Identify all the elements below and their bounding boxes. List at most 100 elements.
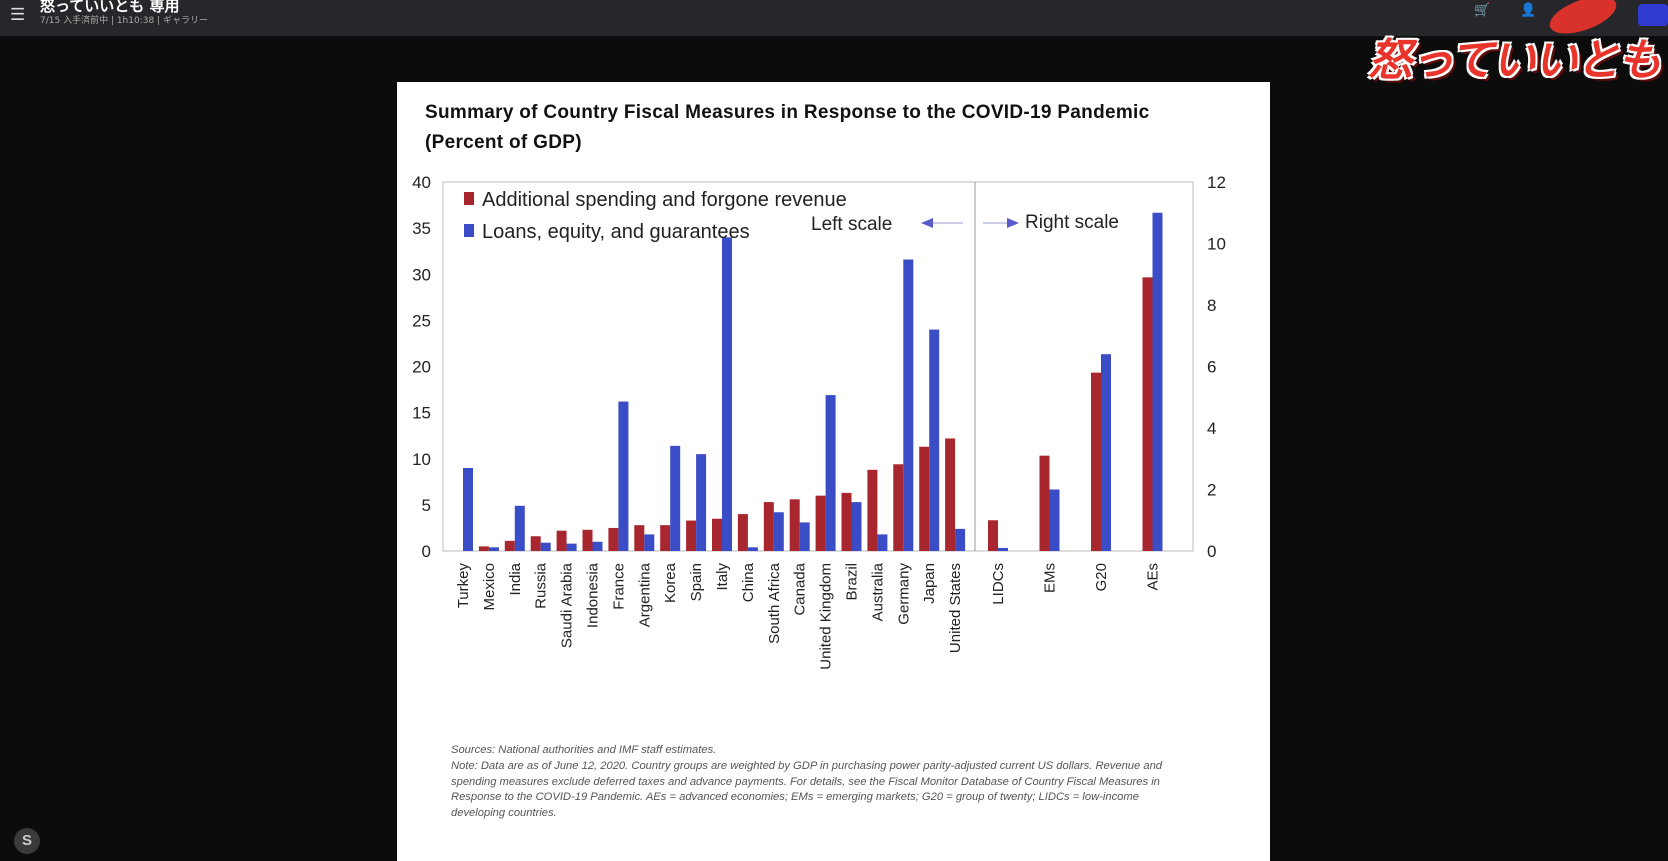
- country-bar-loans: [722, 237, 732, 551]
- user-icon[interactable]: 👤: [1520, 2, 1537, 17]
- top-bar: ☰ 怒っていいとも 専用 7/15 入手済前中 | 1h10:38 | ギャラリ…: [0, 0, 1668, 36]
- country-bar-loans: [903, 259, 914, 551]
- country-bar-loans: [851, 502, 862, 551]
- left-axis-tick-label: 35: [412, 219, 431, 238]
- country-bar-loans: [488, 547, 499, 551]
- left-axis-tick-label: 25: [412, 311, 431, 330]
- country-category-label: Russia: [533, 562, 550, 609]
- left-axis-tick-label: 30: [412, 265, 431, 284]
- group-bar-spending: [1142, 277, 1153, 551]
- country-bar-loans: [540, 542, 551, 551]
- country-bar-loans: [773, 512, 784, 551]
- country-bar-loans: [929, 329, 940, 551]
- country-bar-spending: [841, 492, 852, 551]
- right-axis-tick-label: 4: [1207, 419, 1216, 438]
- legend-label: Additional spending and forgone revenue: [482, 189, 847, 211]
- right-axis-tick-label: 12: [1207, 173, 1226, 192]
- country-category-label: South Africa: [766, 562, 783, 644]
- country-bar-spending: [504, 540, 515, 551]
- country-bar-spending: [478, 546, 489, 551]
- left-axis-tick-label: 10: [412, 450, 431, 469]
- group-bar-spending: [1039, 455, 1050, 551]
- legend-swatch: [464, 224, 474, 237]
- legend-swatch: [464, 192, 474, 205]
- right-axis-tick-label: 8: [1207, 296, 1216, 315]
- group-bar-spending: [988, 520, 998, 551]
- group-bar-loans: [1049, 489, 1060, 551]
- logo-blue-shape: [1638, 4, 1668, 26]
- right-scale-arrow-icon: [1007, 218, 1019, 228]
- country-category-label: Saudi Arabia: [559, 562, 576, 648]
- chart-slide: Summary of Country Fiscal Measures in Re…: [397, 82, 1270, 861]
- country-category-label: Indonesia: [585, 562, 602, 628]
- left-scale-arrow-icon: [921, 218, 933, 228]
- country-bar-spending: [867, 469, 878, 551]
- country-category-label: France: [610, 563, 627, 610]
- country-bar-loans: [463, 467, 473, 551]
- country-bar-loans: [825, 395, 836, 551]
- country-bar-spending: [893, 464, 904, 551]
- group-category-label: LIDCs: [990, 563, 1007, 605]
- country-category-label: Australia: [869, 562, 886, 621]
- left-scale-label: Left scale: [811, 214, 892, 235]
- group-bar-loans: [998, 547, 1008, 551]
- left-axis-tick-label: 5: [422, 496, 431, 515]
- country-bar-spending: [919, 446, 930, 551]
- country-bar-loans: [514, 505, 525, 551]
- chart-note: Note: Data are as of June 12, 2020. Coun…: [451, 760, 1163, 819]
- left-axis-tick-label: 15: [412, 404, 431, 423]
- group-bar-loans: [1101, 354, 1111, 551]
- country-bar-loans: [696, 454, 707, 551]
- right-axis-tick-label: 6: [1207, 358, 1216, 377]
- chart-title: Summary of Country Fiscal Measures in Re…: [425, 98, 1265, 158]
- right-axis-tick-label: 10: [1207, 235, 1226, 254]
- stream-title: 怒っていいとも 専用: [40, 0, 180, 15]
- country-category-label: India: [507, 562, 524, 595]
- chart-canvas: 0 5 10 15 20 25 30 35 40 0 2 4 6 8 10 12 Turkey Mexico Ind…: [412, 173, 1226, 670]
- country-bar-spending: [686, 520, 697, 551]
- country-category-label: Germany: [895, 563, 912, 625]
- legend-label: Loans, equity, and guarantees: [482, 221, 750, 243]
- left-axis-tick-label: 40: [412, 173, 431, 192]
- country-bar-loans: [955, 528, 966, 551]
- chart-source: Sources: National authorities and IMF st…: [451, 744, 717, 756]
- group-category-label: G20: [1093, 563, 1110, 591]
- country-bar-spending: [815, 495, 826, 551]
- country-bar-loans: [747, 547, 758, 551]
- country-bar-spending: [582, 529, 593, 551]
- country-category-label: Turkey: [455, 563, 472, 609]
- stream-subtitle: 7/15 入手済前中 | 1h10:38 | ギャラリー: [40, 16, 208, 26]
- country-category-label: Brazil: [844, 563, 861, 601]
- menu-icon[interactable]: ☰: [10, 5, 26, 24]
- country-bar-spending: [608, 527, 619, 551]
- country-bar-loans: [592, 541, 603, 551]
- country-category-label: United States: [947, 563, 964, 653]
- country-bar-spending: [634, 525, 645, 551]
- cart-icon[interactable]: 🛒: [1474, 2, 1491, 17]
- s-badge-icon[interactable]: S: [14, 828, 40, 854]
- country-bar-spending: [763, 502, 774, 551]
- country-bar-spending: [530, 536, 541, 551]
- right-axis-tick-label: 2: [1207, 481, 1216, 500]
- country-bar-spending: [945, 438, 956, 551]
- group-category-label: AEs: [1145, 563, 1162, 591]
- country-bar-loans: [670, 445, 681, 551]
- country-bar-loans: [644, 534, 655, 551]
- country-bar-loans: [566, 543, 577, 551]
- logo-text: 怒っていいとも: [1368, 35, 1662, 86]
- chart-title-line1: Summary of Country Fiscal Measures in Re…: [425, 102, 1150, 123]
- right-scale-label: Right scale: [1025, 212, 1119, 233]
- country-category-label: United Kingdom: [818, 563, 835, 670]
- country-category-label: Italy: [714, 563, 731, 591]
- country-category-label: Argentina: [636, 562, 653, 627]
- country-bar-spending: [660, 525, 671, 551]
- left-axis-tick-label: 0: [422, 542, 431, 561]
- right-axis-tick-label: 0: [1207, 542, 1216, 561]
- group-bar-loans: [1152, 212, 1163, 551]
- country-bar-spending: [789, 499, 800, 551]
- country-category-label: Korea: [662, 562, 679, 603]
- country-bar-spending: [712, 518, 722, 551]
- group-bar-spending: [1091, 372, 1101, 551]
- channel-logo: 怒っていいとも: [1368, 0, 1668, 108]
- country-bar-loans: [618, 401, 629, 551]
